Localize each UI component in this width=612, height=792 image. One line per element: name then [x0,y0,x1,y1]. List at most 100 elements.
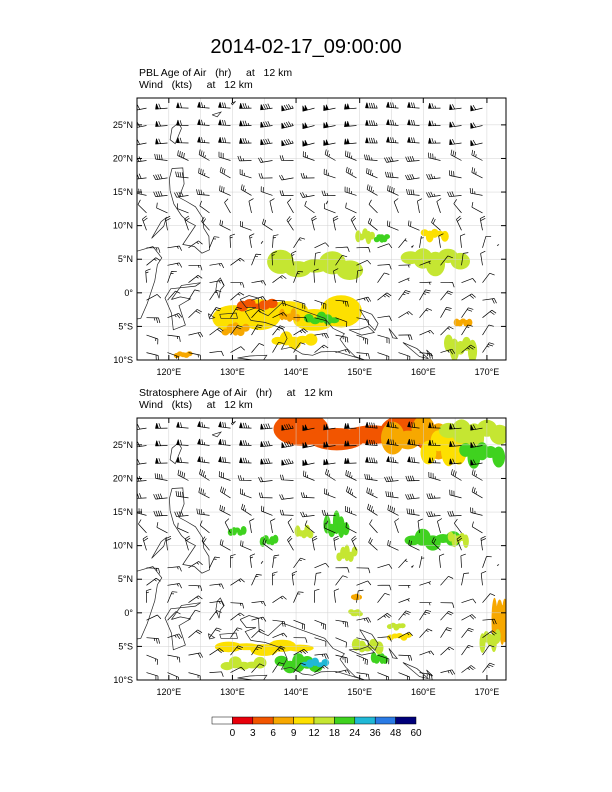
wind-barb [398,610,411,621]
wind-barb [219,504,231,516]
wind-barb [219,185,231,196]
wind-barb [279,474,294,481]
panel-pbl-x-tick-labels: 120°E 130°E 140°E 150°E 160°E 170°E [156,367,499,377]
age-region-blob [241,323,250,332]
panel-strat-age-region [370,652,388,664]
age-region-blob [186,351,193,357]
wind-barb [408,220,420,231]
wind-barb [230,627,243,638]
coastline-segment [164,602,201,651]
wind-barb [302,424,315,431]
wind-barb [219,219,231,231]
wind-barb [155,103,168,110]
wind-barb [377,315,392,321]
wind-barb [417,198,423,213]
wind-barb [428,137,441,144]
panel-pbl-age-region [444,334,478,360]
wind-barb [251,663,265,673]
wind-barb [407,421,420,429]
wind-barb [199,468,210,481]
wind-barb [249,233,255,248]
panel-pbl-frame [136,97,507,361]
wind-barb [251,616,267,622]
age-region-blob [450,252,470,270]
wind-barb [146,247,161,253]
wind-barb [449,104,462,111]
wind-barb [461,252,469,266]
wind-barb [314,653,329,660]
wind-barb [386,136,399,144]
wind-barb [386,101,399,109]
wind-barb [304,200,315,214]
wind-barb [345,522,357,534]
y-tick-label: 0° [124,608,133,618]
wind-barb [438,233,444,248]
panel-strat-ticks [137,418,506,681]
age-region-blob [489,424,506,445]
panel-strat-age-region [323,510,350,538]
wind-barb [251,574,262,586]
wind-barb [428,457,441,464]
age-region-blob [336,260,364,281]
wind-barb [188,309,202,318]
wind-barb [209,671,224,677]
wind-barb [201,536,210,551]
wind-barb [324,522,336,534]
wind-barb [377,243,393,249]
wind-barb [377,272,390,283]
wind-barb [482,309,497,318]
wind-barb [471,167,483,179]
wind-barb [137,459,147,465]
wind-barb [449,489,462,499]
coastline-segment [219,312,238,319]
wind-barb [224,198,231,214]
coastline-segment [411,564,414,568]
wind-barb [153,493,168,500]
wind-barb [239,422,252,429]
wind-barb [335,317,348,328]
wind-barb [356,580,372,586]
wind-barb [230,282,245,288]
wind-barb [428,102,441,109]
wind-barb [300,511,315,518]
wind-barb [188,240,203,249]
wind-barb [335,567,350,573]
wind-barb [209,600,224,606]
wind-barb [201,216,210,231]
wind-barb [365,421,378,429]
wind-barb [356,317,370,326]
colorbar-swatch [395,716,417,725]
wind-barb [449,121,462,128]
wind-barb [364,154,378,161]
coastline-segment [426,349,434,357]
wind-barb [323,203,336,214]
wind-barb [240,540,252,551]
wind-barb [437,518,443,533]
wind-barb [482,272,495,283]
wind-barb [272,595,287,603]
wind-barb [387,220,399,231]
wind-barb [385,171,399,179]
wind-barb [258,492,273,499]
wind-barb [137,199,147,214]
wind-barb [398,238,408,249]
wind-barb [272,632,288,639]
wind-barb [335,334,349,343]
x-tick-label: 150°E [347,687,372,697]
wind-barb [461,598,477,604]
wind-barb [137,188,147,196]
age-region-blob [240,526,247,535]
wind-barb [387,504,399,516]
wind-barb [428,422,441,429]
wind-barb [188,629,203,638]
wind-barb [314,619,327,630]
colorbar-label: 6 [270,728,276,739]
wind-barb [407,456,420,464]
wind-barb [230,602,245,609]
wind-barb [470,507,483,516]
wind-barb [398,598,410,604]
wind-barb [196,189,210,196]
wind-barb [209,289,222,301]
coastline-segment [359,629,379,652]
colorbar-label: 36 [370,728,382,739]
